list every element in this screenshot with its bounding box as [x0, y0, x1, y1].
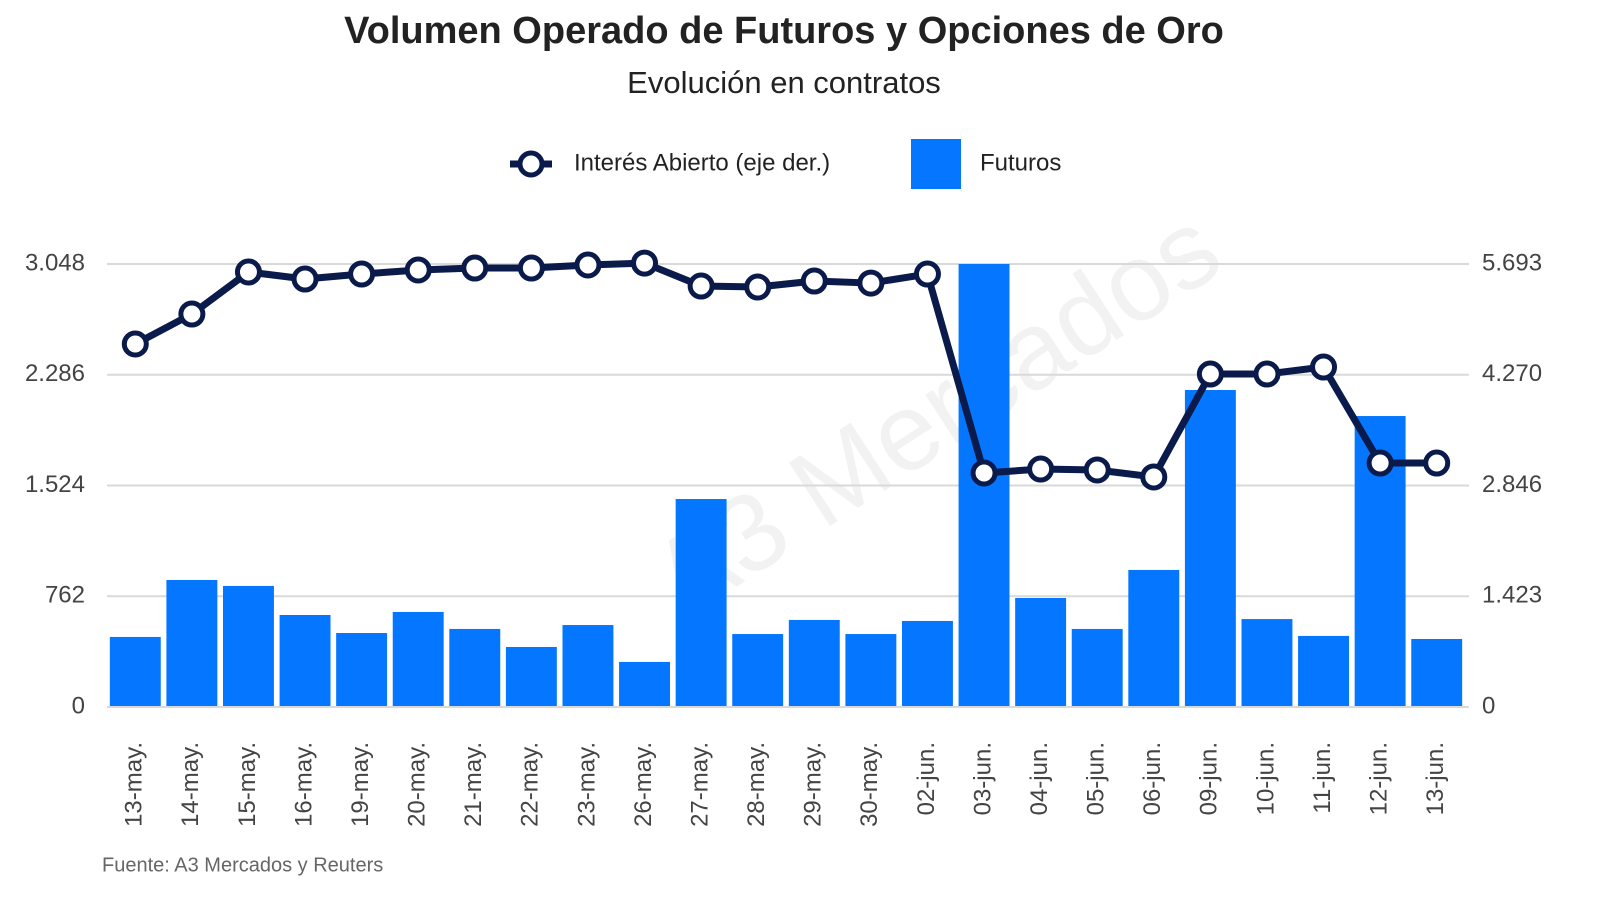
bar [1241, 619, 1293, 707]
line-marker [517, 254, 545, 282]
bar [279, 614, 331, 707]
bar [1411, 638, 1463, 707]
bar [619, 661, 671, 707]
bar [1184, 390, 1236, 707]
legend-symbol [517, 150, 545, 178]
line-marker [631, 249, 659, 277]
x-tick-label: 12-jun. [1365, 742, 1392, 815]
line-marker [461, 254, 489, 282]
y-tick-label: 0 [72, 692, 85, 719]
bar [449, 628, 501, 707]
x-tick-label: 30-may. [856, 742, 883, 827]
x-tick-label: 19-may. [347, 742, 374, 827]
x-tick-label: 27-may. [686, 742, 713, 827]
chart-subtitle: Evolución en contratos [627, 65, 941, 100]
line-marker [1253, 360, 1281, 388]
line-marker [574, 251, 602, 279]
bar [109, 636, 161, 707]
legend-symbol [911, 139, 961, 189]
line-marker [1083, 456, 1111, 484]
x-tick-label: 04-jun. [1026, 742, 1053, 815]
bar [392, 611, 444, 707]
bar [1071, 628, 1123, 707]
line-marker [234, 258, 262, 286]
line-marker [857, 269, 885, 297]
y-tick-label: 762 [45, 582, 85, 609]
line-marker [1310, 353, 1338, 381]
x-tick-label: 16-may. [290, 742, 317, 827]
bar [505, 646, 557, 707]
y-tick-label: 2.286 [25, 360, 85, 387]
y-tick-label: 3.048 [25, 249, 85, 276]
y2-tick-label: 1.423 [1482, 582, 1542, 609]
bar [1128, 569, 1180, 707]
y2-tick-label: 2.846 [1482, 471, 1542, 498]
bar [675, 499, 727, 707]
bar [336, 633, 388, 707]
x-tick-label: 11-jun. [1309, 742, 1336, 814]
x-tick-label: 05-jun. [1083, 742, 1110, 815]
x-tick-label: 13-jun. [1422, 742, 1449, 815]
line-marker [1027, 455, 1055, 483]
bar [1015, 597, 1067, 707]
line-marker [178, 300, 206, 328]
bar [732, 634, 784, 707]
bar [1298, 635, 1350, 707]
bar [788, 619, 840, 707]
x-tick-label: 15-may. [234, 742, 261, 827]
x-tick-label: 29-may. [800, 742, 827, 827]
bar [562, 625, 614, 707]
source-note: Fuente: A3 Mercados y Reuters [102, 854, 383, 876]
line-marker [970, 459, 998, 487]
y2-tick-label: 0 [1482, 692, 1495, 719]
y-tick-label: 1.524 [25, 471, 85, 498]
line-marker [121, 330, 149, 358]
line-marker [687, 272, 715, 300]
line-marker [1423, 449, 1451, 477]
line-marker [291, 265, 319, 293]
line-marker [1140, 463, 1168, 491]
y2-tick-label: 4.270 [1482, 360, 1542, 387]
line-marker [348, 260, 376, 288]
x-tick-label: 09-jun. [1196, 742, 1223, 815]
chart-title: Volumen Operado de Futuros y Opciones de… [344, 10, 1224, 52]
bar [222, 585, 274, 707]
legend-label: Interés Abierto (eje der.) [574, 149, 830, 176]
line-marker [800, 267, 828, 295]
y2-tick-label: 5.693 [1482, 249, 1542, 276]
x-tick-label: 22-may. [517, 742, 544, 827]
x-tick-label: 03-jun. [969, 742, 996, 815]
legend-label: Futuros [980, 149, 1061, 176]
x-tick-label: 06-jun. [1139, 742, 1166, 815]
x-tick-label: 20-may. [404, 742, 431, 827]
x-tick-label: 21-may. [460, 742, 487, 827]
x-tick-label: 26-may. [630, 742, 657, 827]
x-tick-label: 13-may. [121, 742, 148, 827]
line-marker [913, 260, 941, 288]
x-tick-label: 10-jun. [1252, 742, 1279, 815]
bar [166, 579, 218, 707]
line-marker [1366, 449, 1394, 477]
x-tick-label: 02-jun. [913, 742, 940, 815]
line-marker [404, 256, 432, 284]
x-tick-label: 23-may. [573, 742, 600, 827]
bar [845, 634, 897, 707]
x-tick-label: 14-may. [177, 742, 204, 827]
line-marker [744, 273, 772, 301]
x-tick-label: 28-may. [743, 742, 770, 827]
line-marker [1196, 360, 1224, 388]
bar [901, 620, 953, 707]
